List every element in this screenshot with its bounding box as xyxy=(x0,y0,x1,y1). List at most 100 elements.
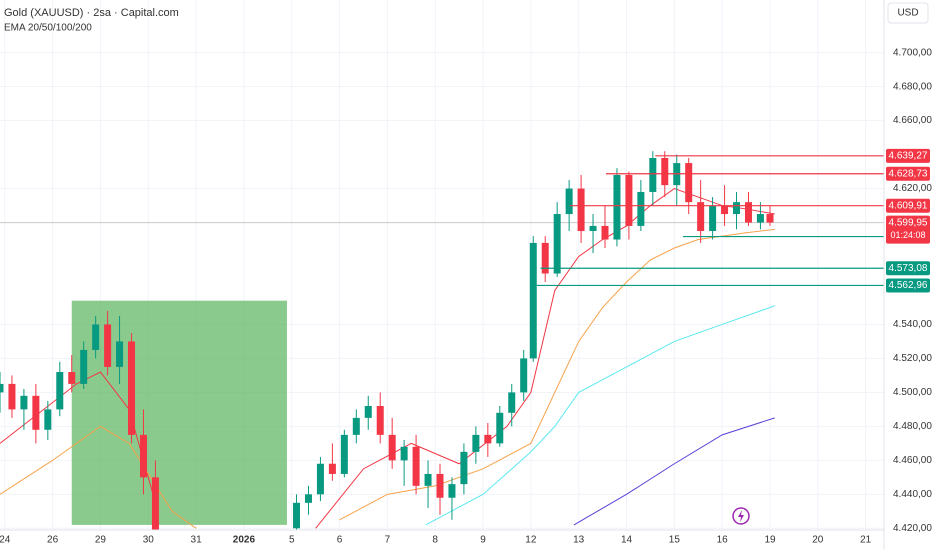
x-tick-label: 14 xyxy=(621,535,633,546)
x-tick-label: 15 xyxy=(669,535,681,546)
candle-body xyxy=(766,214,774,223)
candle-body xyxy=(151,477,159,530)
candle-body xyxy=(484,434,492,444)
candle-body xyxy=(685,163,693,203)
candle-body xyxy=(661,157,669,186)
y-tick-label: 4.540,00 xyxy=(893,319,932,330)
candle-body xyxy=(577,188,585,232)
level-label: 4.573,08 xyxy=(889,263,928,274)
candle-body xyxy=(8,383,16,410)
level-label-box xyxy=(886,278,930,293)
candle-body xyxy=(553,214,561,274)
candle-body xyxy=(92,324,100,350)
candle-body xyxy=(20,395,28,410)
candle-body xyxy=(304,494,312,503)
event-bolt xyxy=(738,510,744,522)
x-tick-label: 16 xyxy=(717,535,729,546)
candle-body xyxy=(733,202,741,215)
candle-body xyxy=(472,434,480,452)
level-label: 4.628,73 xyxy=(889,168,928,179)
candle-body xyxy=(448,484,456,498)
level-label: 4.609,91 xyxy=(889,200,928,211)
candle-body xyxy=(80,349,88,384)
x-tick-label: 7 xyxy=(385,535,391,546)
y-tick-label: 4.440,00 xyxy=(893,489,932,500)
candle-body xyxy=(32,395,40,430)
y-tick-label: 4.680,00 xyxy=(893,81,932,92)
y-tick-label: 4.460,00 xyxy=(893,455,932,466)
candle-body xyxy=(388,434,396,461)
y-tick-label: 4.420,00 xyxy=(893,523,932,534)
currency-box[interactable] xyxy=(887,2,929,24)
candle-body xyxy=(625,174,633,226)
candle-body xyxy=(756,214,764,223)
level-label-box xyxy=(886,166,930,181)
x-tick-label: 24 xyxy=(0,535,11,546)
candle-body xyxy=(529,242,537,359)
candle-body xyxy=(340,434,348,474)
candle-body xyxy=(328,463,336,474)
level-label-box xyxy=(886,261,930,276)
x-tick-label: 9 xyxy=(480,535,486,546)
candle-body xyxy=(649,157,657,192)
candle-body xyxy=(601,225,609,240)
y-tick-label: 4.660,00 xyxy=(893,115,932,126)
candle-body xyxy=(460,451,468,485)
candle-body xyxy=(128,341,136,435)
candle-body xyxy=(44,409,52,430)
plot-area xyxy=(0,0,884,530)
x-tick-label: 31 xyxy=(191,535,203,546)
x-tick-label: 20 xyxy=(812,535,824,546)
candle-body xyxy=(637,191,645,226)
chart-title: Gold (XAUUSD) · 2sa · Capital.com xyxy=(4,7,179,19)
last-price-label: 4.599,95 xyxy=(889,217,928,228)
level-label-box xyxy=(886,148,930,163)
y-tick-label: 4.520,00 xyxy=(893,353,932,364)
ema-line xyxy=(573,417,775,526)
candle-body xyxy=(721,205,729,215)
x-tick-label: 13 xyxy=(573,535,585,546)
ema-line xyxy=(425,305,775,526)
candle-body xyxy=(508,392,516,413)
last-price-box xyxy=(886,215,930,244)
currency-label[interactable]: USD xyxy=(897,8,918,19)
candle-body xyxy=(104,324,112,367)
candle-body xyxy=(316,463,324,495)
candle-body xyxy=(697,202,705,232)
level-label-box xyxy=(886,198,930,213)
candle-body xyxy=(376,405,384,435)
candle-body xyxy=(116,341,124,367)
candle-body xyxy=(613,174,621,240)
x-tick-label: 19 xyxy=(764,535,776,546)
candle-body xyxy=(352,417,360,435)
candle-body xyxy=(565,188,573,215)
ema-line xyxy=(0,425,197,529)
level-label: 4.562,96 xyxy=(889,280,928,291)
x-tick-label: 12 xyxy=(525,535,537,546)
candle-body xyxy=(364,405,372,418)
candle-body xyxy=(400,446,408,461)
x-tick-label: 21 xyxy=(860,535,872,546)
candle-body xyxy=(709,205,717,232)
candle-body xyxy=(68,372,76,384)
x-tick-label: 2026 xyxy=(233,535,256,546)
candle-body xyxy=(56,372,64,410)
ema-line xyxy=(315,187,775,529)
candle-body xyxy=(589,225,597,232)
x-tick-label: 5 xyxy=(289,535,295,546)
candle-body xyxy=(412,446,420,486)
x-tick-label: 26 xyxy=(47,535,59,546)
candle-body xyxy=(744,202,752,223)
y-tick-label: 4.480,00 xyxy=(893,421,932,432)
ema-line xyxy=(0,371,159,512)
candle-body xyxy=(0,383,4,393)
x-tick-label: 6 xyxy=(337,535,343,546)
x-tick-label: 8 xyxy=(432,535,438,546)
x-tick-label: 30 xyxy=(143,535,155,546)
y-tick-label: 4.500,00 xyxy=(893,387,932,398)
y-tick-label: 4.620,00 xyxy=(893,183,932,194)
candle-body xyxy=(520,358,528,393)
candle-body xyxy=(436,473,444,498)
